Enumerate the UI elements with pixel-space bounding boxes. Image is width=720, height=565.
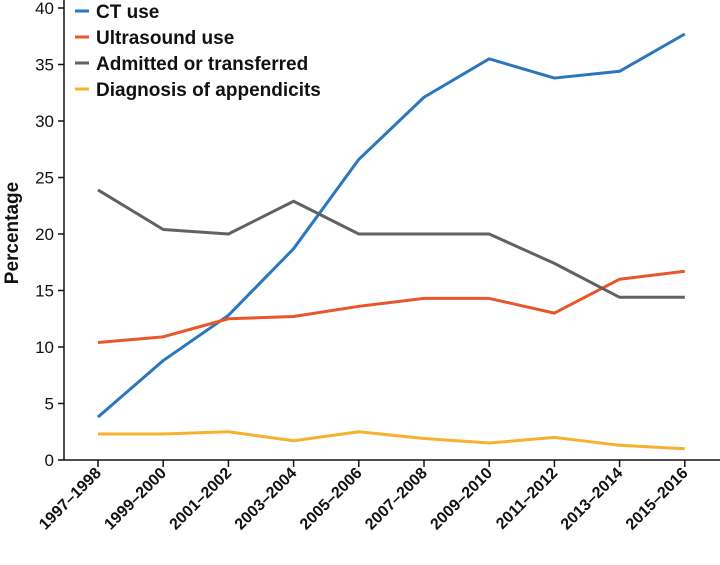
x-tick-label: 2005–2006 <box>297 465 366 534</box>
y-tick-label: 5 <box>45 395 54 414</box>
series-line-1 <box>98 271 685 342</box>
x-tick-label: 2013–2014 <box>558 465 627 534</box>
y-tick-label: 40 <box>35 0 54 18</box>
y-tick-label: 30 <box>35 112 54 131</box>
y-tick-label: 10 <box>35 338 54 357</box>
x-tick-label: 2015–2016 <box>623 465 692 534</box>
y-tick-label: 35 <box>35 56 54 75</box>
legend-label: Admitted or transferred <box>96 54 308 75</box>
x-tick-label: 2009–2010 <box>427 465 496 534</box>
y-tick-label: 0 <box>45 451 54 470</box>
legend: CT use Ultrasound use Admitted or transfer… <box>75 2 321 101</box>
x-tick-label: 2003–2004 <box>232 465 301 534</box>
x-tick-label: 1999–2000 <box>101 465 170 534</box>
y-tick-label: 20 <box>35 225 54 244</box>
y-tick-label: 15 <box>35 282 54 301</box>
x-tick-label: 2001–2002 <box>167 465 236 534</box>
y-tick-label: 25 <box>35 169 54 188</box>
x-tick-label: 1997–1998 <box>36 465 105 534</box>
x-tick-label: 2007–2008 <box>362 465 431 534</box>
legend-label: CT use <box>96 2 159 23</box>
series-line-3 <box>98 432 685 449</box>
series-line-2 <box>98 190 685 297</box>
y-axis-label: Percentage <box>2 182 23 284</box>
x-tick-label: 2011–2012 <box>493 465 561 533</box>
legend-label: Ultrasound use <box>96 28 234 49</box>
legend-label: Diagnosis of appendicits <box>96 80 321 101</box>
